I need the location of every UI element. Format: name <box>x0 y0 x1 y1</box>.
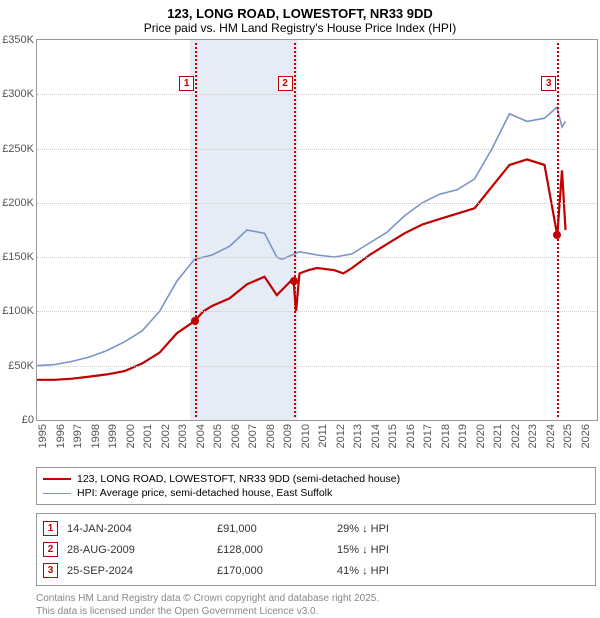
marker-dash <box>557 43 559 417</box>
chart-subtitle: Price paid vs. HM Land Registry's House … <box>0 21 600 39</box>
chart-lines-svg <box>37 40 597 420</box>
marker-dot <box>191 317 199 325</box>
x-axis-label: 2013 <box>352 424 364 448</box>
x-axis-label: 2015 <box>387 424 399 448</box>
transaction-diff: 29% ↓ HPI <box>337 523 589 535</box>
legend-row: 123, LONG ROAD, LOWESTOFT, NR33 9DD (sem… <box>43 472 589 486</box>
x-axis-label: 2006 <box>230 424 242 448</box>
y-axis-label: £250K <box>2 143 34 155</box>
marker-dot <box>290 277 298 285</box>
x-axis-label: 2001 <box>142 424 154 448</box>
chart-title: 123, LONG ROAD, LOWESTOFT, NR33 9DD <box>0 0 600 21</box>
x-axis-label: 2002 <box>160 424 172 448</box>
legend: 123, LONG ROAD, LOWESTOFT, NR33 9DD (sem… <box>36 467 596 505</box>
x-axis-label: 2011 <box>317 424 329 448</box>
x-axis-label: 2000 <box>125 424 137 448</box>
chart-plot-area: £0£50K£100K£150K£200K£250K£300K£350K1995… <box>36 39 598 421</box>
x-axis-label: 2018 <box>440 424 452 448</box>
transaction-row: 1 14-JAN-2004£91,00029% ↓ HPI <box>43 518 589 539</box>
x-axis-label: 2004 <box>195 424 207 448</box>
transaction-price: £91,000 <box>217 523 337 535</box>
transaction-number: 2 <box>43 542 58 557</box>
y-axis-label: £200K <box>2 197 34 209</box>
x-axis-label: 2021 <box>492 424 504 448</box>
x-axis-label: 1999 <box>107 424 119 448</box>
x-axis-label: 2016 <box>405 424 417 448</box>
transaction-diff: 15% ↓ HPI <box>337 544 589 556</box>
series-line-hpi <box>37 107 566 365</box>
marker-number: 2 <box>278 76 293 91</box>
footer-attribution: Contains HM Land Registry data © Crown c… <box>36 592 596 618</box>
transaction-date: 25-SEP-2024 <box>67 565 217 577</box>
legend-row: HPI: Average price, semi-detached house,… <box>43 486 589 500</box>
x-axis-label: 2003 <box>177 424 189 448</box>
marker-number: 1 <box>179 76 194 91</box>
transaction-diff: 41% ↓ HPI <box>337 565 589 577</box>
legend-label: HPI: Average price, semi-detached house,… <box>77 487 332 499</box>
x-axis-label: 2020 <box>475 424 487 448</box>
y-axis-label: £150K <box>2 251 34 263</box>
x-axis-label: 2026 <box>580 424 592 448</box>
x-axis-label: 2012 <box>335 424 347 448</box>
y-axis-label: £350K <box>2 34 34 46</box>
transaction-number: 1 <box>43 521 58 536</box>
transaction-number: 3 <box>43 563 58 578</box>
transaction-date: 14-JAN-2004 <box>67 523 217 535</box>
x-axis-label: 2017 <box>422 424 434 448</box>
y-axis-label: £0 <box>22 414 34 426</box>
x-axis-label: 2010 <box>300 424 312 448</box>
transaction-date: 28-AUG-2009 <box>67 544 217 556</box>
marker-number: 3 <box>541 76 556 91</box>
x-axis-label: 2022 <box>510 424 522 448</box>
transaction-price: £128,000 <box>217 544 337 556</box>
marker-dash <box>294 43 296 417</box>
y-axis-label: £300K <box>2 88 34 100</box>
x-axis-label: 1998 <box>90 424 102 448</box>
x-axis-label: 2019 <box>457 424 469 448</box>
transaction-row: 2 28-AUG-2009£128,00015% ↓ HPI <box>43 539 589 560</box>
legend-swatch <box>43 493 71 494</box>
x-axis-label: 2024 <box>545 424 557 448</box>
x-axis-label: 2009 <box>282 424 294 448</box>
x-axis-label: 1997 <box>72 424 84 448</box>
marker-dot <box>553 231 561 239</box>
x-axis-label: 1995 <box>37 424 49 448</box>
marker-dash <box>195 43 197 417</box>
transaction-price: £170,000 <box>217 565 337 577</box>
x-axis-label: 2014 <box>370 424 382 448</box>
legend-swatch <box>43 478 71 480</box>
transaction-table: 1 14-JAN-2004£91,00029% ↓ HPI 2 28-AUG-2009… <box>36 513 596 586</box>
x-axis-label: 2005 <box>212 424 224 448</box>
transaction-row: 3 25-SEP-2024£170,00041% ↓ HPI <box>43 560 589 581</box>
y-axis-label: £50K <box>8 360 34 372</box>
x-axis-label: 2025 <box>562 424 574 448</box>
legend-label: 123, LONG ROAD, LOWESTOFT, NR33 9DD (sem… <box>77 473 400 485</box>
x-axis-label: 2007 <box>247 424 259 448</box>
x-axis-label: 1996 <box>55 424 67 448</box>
x-axis-label: 2023 <box>527 424 539 448</box>
x-axis-label: 2008 <box>265 424 277 448</box>
y-axis-label: £100K <box>2 305 34 317</box>
